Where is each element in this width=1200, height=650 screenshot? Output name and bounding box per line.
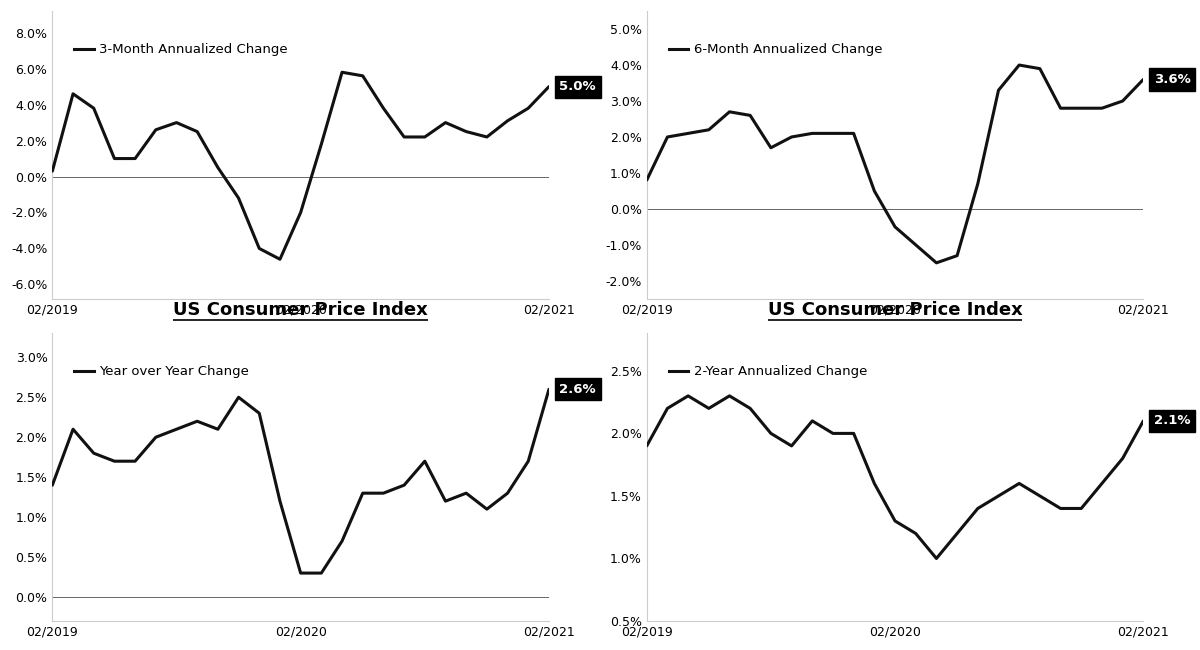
Legend: 2-Year Annualized Change: 2-Year Annualized Change xyxy=(664,360,872,384)
Legend: 6-Month Annualized Change: 6-Month Annualized Change xyxy=(664,38,887,61)
Text: US Consumer Price Index: US Consumer Price Index xyxy=(173,301,428,319)
Text: 5.0%: 5.0% xyxy=(559,80,596,93)
Text: 2.1%: 2.1% xyxy=(1153,415,1190,428)
Text: 2.6%: 2.6% xyxy=(559,383,596,396)
Legend: Year over Year Change: Year over Year Change xyxy=(68,360,254,384)
Text: US Consumer Price Index: US Consumer Price Index xyxy=(768,301,1022,319)
Text: 3.6%: 3.6% xyxy=(1153,73,1190,86)
Legend: 3-Month Annualized Change: 3-Month Annualized Change xyxy=(68,38,293,61)
